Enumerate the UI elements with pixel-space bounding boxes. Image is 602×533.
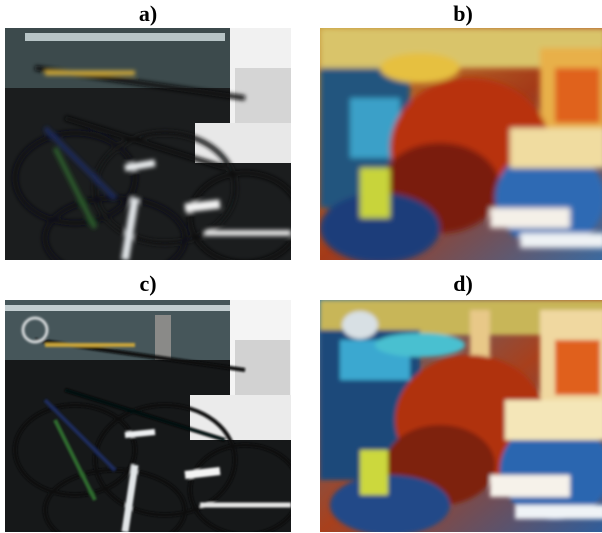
panel-c-image — [5, 300, 291, 532]
panel-a-label: a) — [138, 1, 158, 26]
panel-a-image — [5, 28, 291, 260]
panel-c-label: c) — [139, 271, 157, 296]
panel-b-label: b) — [453, 1, 473, 26]
panel-d-image — [320, 300, 602, 532]
panel-b-image — [320, 28, 602, 260]
panel-d-label: d) — [453, 271, 473, 296]
